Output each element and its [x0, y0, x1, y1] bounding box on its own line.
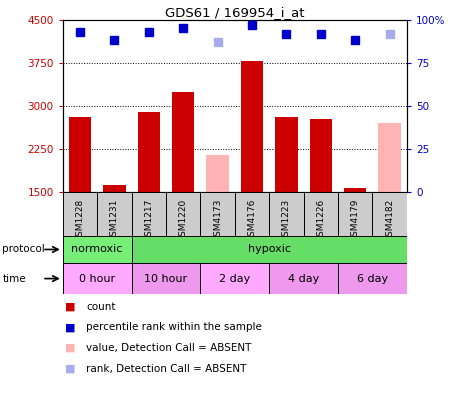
Text: GSM1217: GSM1217 [144, 198, 153, 242]
Text: rank, Detection Call = ABSENT: rank, Detection Call = ABSENT [86, 364, 246, 374]
Bar [138, 112, 160, 192]
Bar [310, 118, 332, 192]
Text: GSM1226: GSM1226 [316, 198, 326, 242]
Text: GSM1231: GSM1231 [110, 198, 119, 242]
Bar [269, 192, 304, 236]
Bar [241, 61, 263, 192]
Bar [200, 192, 235, 236]
Bar [97, 192, 132, 236]
Bar [379, 123, 401, 192]
Text: ■: ■ [65, 322, 76, 333]
Text: 0 hour: 0 hour [79, 274, 115, 284]
Bar [200, 263, 269, 294]
Text: 6 day: 6 day [357, 274, 388, 284]
Bar [172, 91, 194, 192]
Text: GSM1220: GSM1220 [179, 198, 188, 242]
Text: ■: ■ [65, 364, 76, 374]
Bar [69, 117, 91, 192]
Bar [304, 192, 338, 236]
Bar [132, 192, 166, 236]
Text: percentile rank within the sample: percentile rank within the sample [86, 322, 262, 333]
Text: ■: ■ [65, 302, 76, 312]
Bar [338, 263, 407, 294]
Text: protocol: protocol [2, 244, 45, 255]
Bar [63, 236, 132, 263]
Bar [275, 117, 298, 192]
Text: GSM4182: GSM4182 [385, 198, 394, 242]
Bar [63, 192, 97, 236]
Bar [103, 185, 126, 192]
Text: count: count [86, 302, 115, 312]
Bar [338, 192, 372, 236]
Text: 10 hour: 10 hour [145, 274, 187, 284]
Text: time: time [2, 274, 26, 284]
Bar [63, 263, 132, 294]
Bar [132, 263, 200, 294]
Text: GSM4176: GSM4176 [247, 198, 257, 242]
Bar [206, 155, 229, 192]
Text: GSM4173: GSM4173 [213, 198, 222, 242]
Text: 2 day: 2 day [219, 274, 251, 284]
Bar [372, 192, 407, 236]
Text: GSM4179: GSM4179 [351, 198, 360, 242]
Text: 4 day: 4 day [288, 274, 319, 284]
Bar [235, 192, 269, 236]
Text: value, Detection Call = ABSENT: value, Detection Call = ABSENT [86, 343, 252, 353]
Text: normoxic: normoxic [72, 244, 123, 255]
Text: GSM1223: GSM1223 [282, 198, 291, 242]
Bar [269, 263, 338, 294]
Text: hypoxic: hypoxic [248, 244, 291, 255]
Text: ■: ■ [65, 343, 76, 353]
Title: GDS61 / 169954_i_at: GDS61 / 169954_i_at [165, 6, 305, 19]
Bar [344, 188, 366, 192]
Bar [166, 192, 200, 236]
Text: GSM1228: GSM1228 [75, 198, 85, 242]
Bar [132, 236, 407, 263]
